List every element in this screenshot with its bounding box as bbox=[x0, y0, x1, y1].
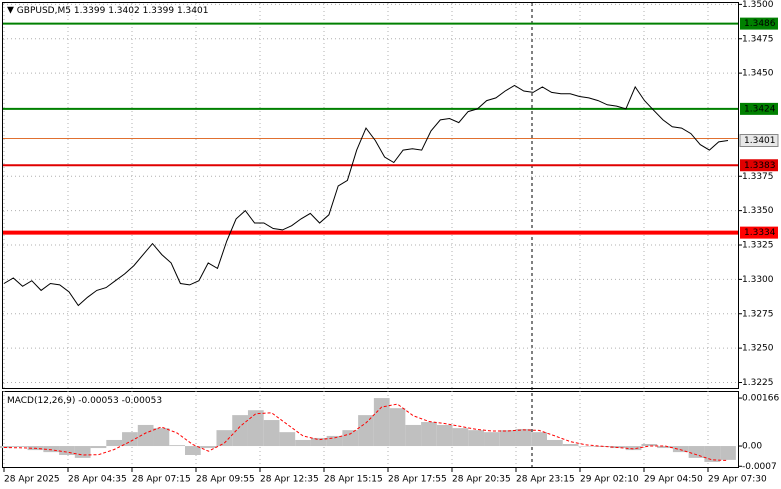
macd-bar bbox=[421, 422, 437, 447]
macd-bar bbox=[59, 446, 75, 455]
x-tick-label: 28 Apr 04:35 bbox=[68, 475, 127, 485]
x-tick-label: 28 Apr 15:15 bbox=[324, 475, 383, 485]
macd-bar bbox=[11, 446, 28, 447]
y-tick-label: 1.3475 bbox=[742, 34, 774, 44]
macd-bar bbox=[295, 439, 311, 447]
y-tick-label: 1.3300 bbox=[742, 275, 774, 285]
macd-bar bbox=[468, 430, 485, 447]
macd-tick-label: 0.00166 bbox=[742, 394, 779, 404]
macd-header: MACD(12,26,9) -0.00053 -0.00053 bbox=[7, 396, 162, 406]
level-label: 1.3424 bbox=[744, 104, 776, 114]
macd-bar bbox=[310, 437, 327, 447]
macd-bar bbox=[499, 430, 516, 447]
macd-bar bbox=[373, 398, 390, 447]
macd-value: -0.00053 bbox=[122, 396, 162, 406]
x-tick-label: 29 Apr 02:10 bbox=[580, 475, 639, 485]
macd-bar bbox=[484, 432, 500, 447]
y-tick-label: 1.3350 bbox=[742, 206, 774, 216]
y-tick-label: 1.3325 bbox=[742, 241, 774, 251]
x-tick-label: 28 Apr 09:55 bbox=[196, 475, 255, 485]
macd-bar bbox=[122, 432, 138, 447]
macd-bar bbox=[74, 446, 91, 458]
macd-bar bbox=[720, 446, 736, 460]
macd-bar bbox=[657, 446, 673, 449]
ohlc: 1.3399 bbox=[74, 6, 106, 16]
macd-bar bbox=[531, 432, 547, 447]
main-frame bbox=[2, 2, 739, 389]
macd-bar bbox=[562, 444, 579, 447]
macd-tick-label: -0.0007 bbox=[742, 462, 777, 472]
y-tick-label: 1.3450 bbox=[742, 69, 774, 79]
macd-bar bbox=[405, 424, 422, 447]
macd-bar bbox=[90, 446, 107, 449]
macd-bar bbox=[200, 446, 217, 449]
header: ▼ GBPUSD,M5 1.3399 1.3402 1.3399 1.3401 bbox=[7, 6, 208, 16]
level-label: 1.3334 bbox=[744, 228, 776, 238]
macd-bar bbox=[358, 415, 374, 447]
level-label: 1.3486 bbox=[744, 19, 776, 29]
ohlc: 1.3399 bbox=[143, 6, 175, 16]
macd-bar bbox=[342, 430, 359, 447]
macd-bar bbox=[216, 430, 233, 447]
y-tick-label: 1.3375 bbox=[742, 172, 774, 182]
macd-bar bbox=[43, 446, 60, 453]
y-tick-label: 1.3250 bbox=[742, 344, 774, 354]
macd-bar bbox=[578, 446, 595, 447]
macd-name: MACD(12,26,9) bbox=[7, 396, 75, 406]
y-tick-label: 1.3275 bbox=[742, 309, 774, 319]
x-tick-label: 28 Apr 17:55 bbox=[388, 475, 447, 485]
labels: 1.3500 1.3475 1.3450 1.3375 1.3350 1.3325 1.33… bbox=[3, 0, 779, 485]
macd-bar bbox=[326, 435, 343, 447]
x-tick-label: 28 Apr 2025 bbox=[4, 475, 60, 485]
level-label-box bbox=[740, 102, 778, 115]
level-label-box bbox=[740, 226, 778, 239]
macd-bar bbox=[106, 439, 123, 447]
ohlc: 1.3402 bbox=[108, 6, 140, 16]
macd-bar bbox=[515, 428, 532, 447]
x-tick-label: 28 Apr 23:15 bbox=[516, 475, 575, 485]
x-tick-label: 28 Apr 12:35 bbox=[260, 475, 319, 485]
x-tick-label: 28 Apr 07:15 bbox=[132, 475, 191, 485]
symbol: GBPUSD,M5 bbox=[17, 6, 71, 16]
macd-bar bbox=[185, 446, 201, 455]
macd-bar bbox=[436, 424, 453, 447]
macd-bar bbox=[279, 432, 296, 447]
macd-bar bbox=[672, 446, 689, 453]
macd-signal bbox=[3, 403, 729, 461]
macd-tick-label: 0.00 bbox=[742, 442, 762, 452]
y-tick-label: 1.3225 bbox=[742, 378, 774, 388]
ohlc: 1.3401 bbox=[177, 6, 209, 16]
level-label-box bbox=[740, 159, 778, 172]
y-tick-label: 1.3500 bbox=[742, 0, 774, 10]
macd-bar bbox=[547, 439, 563, 447]
level-label-box bbox=[740, 17, 778, 30]
macd-frame bbox=[2, 391, 739, 468]
macd-bar bbox=[232, 415, 248, 447]
last-price-box bbox=[739, 134, 779, 147]
plot bbox=[0, 22, 738, 462]
macd-bar bbox=[263, 420, 280, 447]
macd-bar bbox=[169, 445, 185, 447]
macd-bar bbox=[625, 446, 642, 451]
macd-bar bbox=[247, 410, 264, 447]
macd-value: -0.00053 bbox=[78, 396, 118, 406]
macd-bar bbox=[153, 428, 170, 447]
level-label: 1.3383 bbox=[744, 161, 776, 171]
x-tick-label: 29 Apr 07:30 bbox=[708, 475, 767, 485]
macd-bar bbox=[452, 428, 469, 447]
grid bbox=[3, 3, 742, 467]
macd-bar bbox=[688, 446, 705, 458]
last-price-label: 1.3401 bbox=[744, 136, 776, 146]
x-tick-label: 29 Apr 04:50 bbox=[644, 475, 703, 485]
x-tick-label: 28 Apr 20:35 bbox=[452, 475, 511, 485]
price-line bbox=[3, 84, 729, 307]
macd-bar bbox=[641, 444, 658, 447]
macd-bar bbox=[704, 446, 721, 462]
macd-bar bbox=[137, 424, 154, 447]
macd-bar bbox=[389, 408, 406, 447]
